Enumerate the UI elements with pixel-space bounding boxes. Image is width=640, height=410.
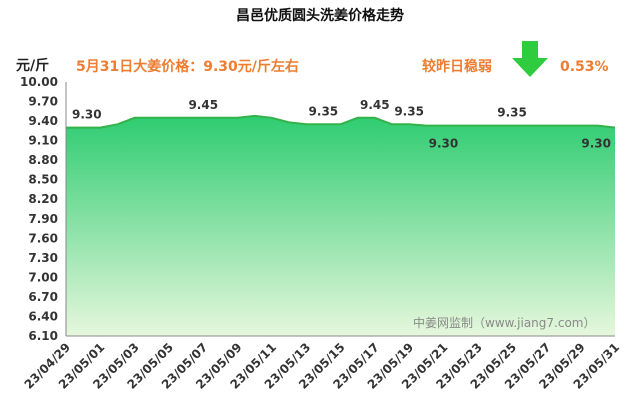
y-tick-label: 6.70 (28, 290, 58, 304)
y-tick-label: 8.50 (28, 173, 58, 187)
price-note: 5月31日大姜价格：9.30元/斤左右 (76, 58, 299, 75)
data-label: 9.45 (360, 98, 390, 112)
data-label: 9.35 (497, 106, 527, 120)
y-tick-label: 6.10 (28, 329, 58, 343)
y-tick-label: 8.80 (28, 153, 58, 167)
watermark: 中姜网监制（www.jiang7.com） (413, 315, 595, 330)
x-axis: 23/04/2923/05/0123/05/0323/05/0523/05/07… (22, 340, 623, 392)
data-label: 9.30 (72, 108, 102, 122)
plot-area (65, 82, 616, 337)
y-tick-label: 7.90 (28, 212, 58, 226)
y-tick-label: 7.00 (28, 270, 58, 284)
data-label: 9.45 (188, 98, 218, 112)
y-axis-unit-label: 元/斤 (16, 57, 49, 74)
trend-change: 0.53% (560, 59, 609, 75)
y-tick-label: 7.30 (28, 251, 58, 265)
chart-title: 昌邑优质圆头洗姜价格走势 (236, 7, 404, 24)
y-tick-label: 9.10 (28, 134, 58, 148)
y-tick-label: 10.00 (20, 75, 58, 89)
data-label: 9.30 (581, 137, 611, 151)
y-axis: 10.00 9.70 9.40 9.10 8.80 8.50 8.20 7.90 7.60 7.3… (20, 75, 58, 343)
y-tick-label: 9.70 (28, 95, 58, 109)
data-label: 9.35 (309, 104, 339, 118)
price-line (66, 114, 616, 129)
arrow-down-icon (512, 41, 548, 77)
y-tick-label: 6.40 (28, 309, 58, 323)
y-tick-label: 8.20 (28, 192, 58, 206)
data-labels: 9.30 9.45 9.35 9.45 9.35 9.30 9.35 9.30 (72, 98, 611, 151)
price-area (66, 115, 615, 337)
y-tick-label: 7.60 (28, 231, 58, 245)
data-label: 9.35 (394, 104, 424, 118)
trend-label: 较昨日稳弱 (422, 58, 492, 75)
data-label: 9.30 (429, 137, 459, 151)
y-tick-label: 9.40 (28, 114, 58, 128)
